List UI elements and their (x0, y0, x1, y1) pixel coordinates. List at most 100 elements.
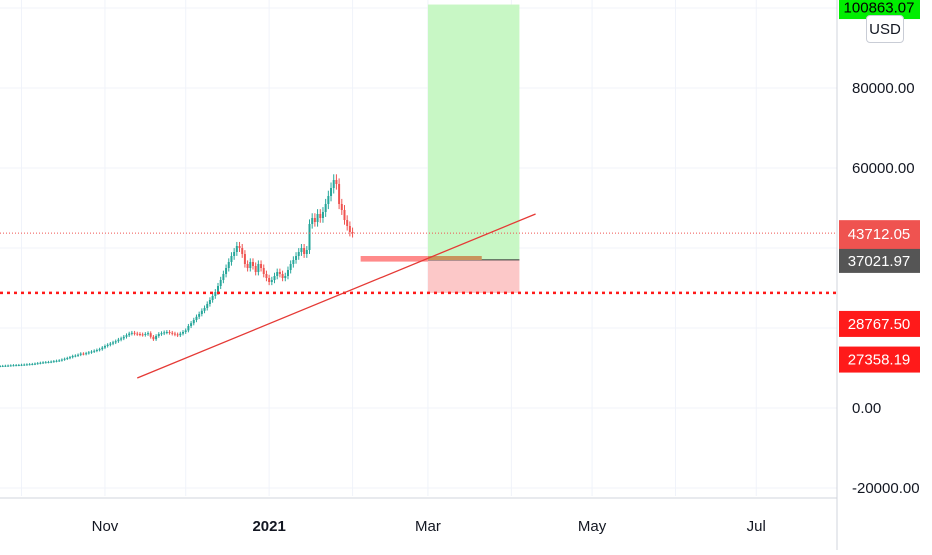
candle-body (268, 278, 271, 282)
candle-body (238, 246, 241, 248)
candle-body (219, 280, 222, 286)
stop2-price-tag-label: 27358.19 (848, 352, 911, 369)
candle-body (87, 352, 90, 354)
stop2-price-tag[interactable] (839, 346, 920, 373)
candle-body (300, 248, 303, 252)
stop-price-tag-label: 28767.50 (848, 316, 911, 333)
candle-body (23, 364, 26, 366)
candle-body (338, 184, 341, 204)
x-tick-label: May (578, 518, 607, 535)
candle-body (50, 361, 53, 363)
candle-body (176, 334, 179, 336)
annotations (0, 213, 837, 379)
x-tick-label: 2021 (252, 518, 285, 535)
candle-body (52, 361, 55, 363)
stop-price-tag[interactable] (839, 310, 920, 337)
candles (0, 174, 354, 368)
target-zone[interactable] (427, 4, 520, 260)
entry-price-tag[interactable] (839, 248, 920, 273)
target-price-tag[interactable] (839, 0, 920, 20)
candle-body (295, 256, 298, 260)
candle-body (79, 353, 82, 355)
candle-body (42, 362, 45, 364)
candle-body (85, 353, 88, 355)
candle-body (47, 362, 50, 363)
candle-body (251, 262, 254, 266)
candle-body (348, 226, 351, 232)
candle-body (222, 274, 225, 280)
candle-body (82, 353, 85, 355)
candle-body (184, 330, 187, 332)
candle-body (235, 246, 238, 252)
candle-body (125, 335, 128, 337)
candle-body (278, 272, 281, 274)
candle-body (93, 350, 96, 352)
candle-body (101, 347, 104, 350)
candle-body (152, 336, 155, 340)
candle-body (324, 204, 327, 212)
candle-body (74, 355, 77, 357)
candle-body (265, 274, 268, 278)
x-tick-label: Nov (92, 518, 119, 535)
candle-body (182, 332, 185, 334)
candle-body (136, 333, 139, 335)
candle-body (147, 333, 150, 335)
candle-body (297, 252, 300, 256)
gold-box[interactable] (427, 256, 482, 260)
x-tick-label: Mar (415, 518, 441, 535)
candle-body (106, 344, 109, 346)
candle-body (0, 366, 1, 367)
candle-body (163, 332, 166, 334)
candle-body (17, 365, 20, 366)
candle-body (313, 218, 316, 222)
candle-body (281, 274, 284, 278)
x-tick-label: Jul (747, 518, 766, 535)
candle-body (305, 250, 308, 254)
trendline[interactable] (137, 213, 536, 379)
candle-body (20, 364, 23, 366)
candle-body (1, 365, 4, 367)
candle-body (36, 363, 39, 365)
candle-body (292, 260, 295, 264)
candle-body (351, 232, 354, 234)
candle-body (90, 351, 93, 353)
candle-body (346, 220, 349, 226)
candle-body (203, 308, 206, 311)
candle-body (58, 360, 61, 362)
candle-body (68, 357, 71, 359)
resistance-box[interactable] (360, 256, 428, 262)
y-tick-label: 80000.00 (852, 80, 915, 97)
candle-body (260, 264, 263, 268)
candle-body (211, 296, 214, 300)
candle-body (138, 334, 141, 335)
candle-body (130, 332, 133, 334)
candle-body (31, 364, 34, 365)
candle-body (308, 224, 311, 250)
candle-body (114, 341, 117, 343)
candle-body (133, 332, 136, 334)
candle-body (241, 248, 244, 254)
candle-body (200, 310, 203, 314)
grid (0, 0, 837, 496)
candle-body (165, 332, 168, 333)
candle-body (77, 354, 80, 356)
candle-body (39, 362, 42, 364)
currency-button[interactable]: USD (866, 15, 904, 43)
candle-body (254, 266, 257, 272)
candle-body (230, 256, 233, 262)
candle-body (141, 334, 144, 336)
price-tags: 100863.0743712.0504:26:4337021.9728767.5… (839, 0, 920, 373)
candle-body (225, 268, 228, 274)
candle-body (257, 264, 260, 272)
candle-body (319, 214, 322, 218)
stop-zone[interactable] (427, 259, 520, 293)
candle-body (192, 320, 195, 324)
candle-body (327, 196, 330, 204)
candle-body (4, 365, 7, 367)
candle-body (303, 248, 306, 254)
candle-body (171, 332, 174, 334)
candle-body (15, 365, 18, 367)
candle-body (103, 346, 106, 348)
